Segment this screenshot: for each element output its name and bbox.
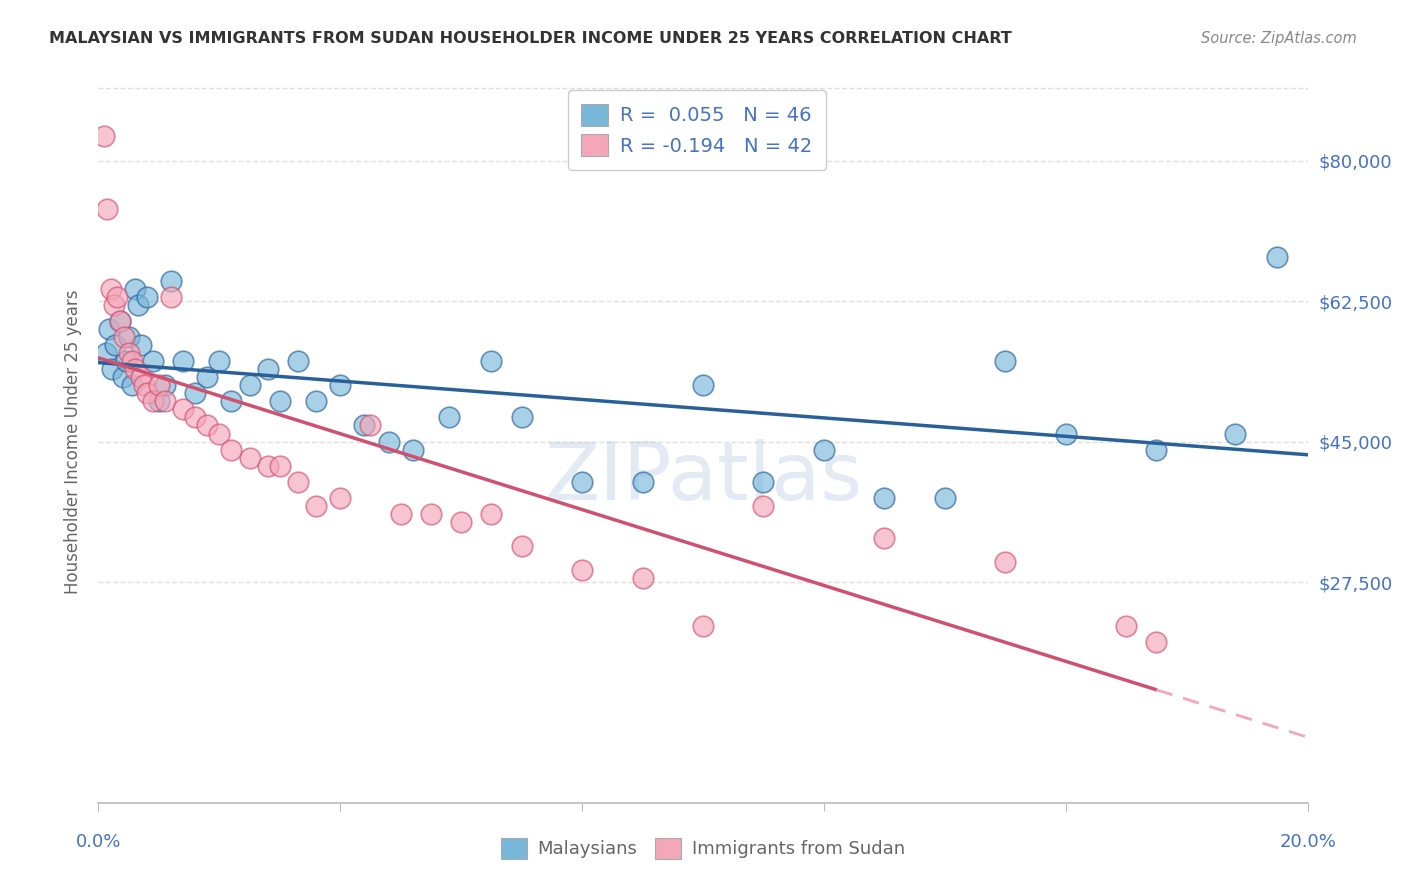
Point (142, 394, 165, 409)
Point (752, 499, 775, 513)
Point (692, 378, 714, 392)
Point (100, 282, 122, 296)
Point (160, 290, 183, 304)
Point (124, 362, 146, 376)
Point (208, 354, 231, 368)
Point (208, 426, 231, 441)
Point (873, 491, 896, 505)
Point (450, 515, 472, 529)
Point (148, 378, 170, 392)
Point (1144, 635, 1167, 649)
Point (111, 370, 134, 384)
Point (221, 394, 243, 409)
Point (135, 386, 157, 401)
Point (353, 418, 375, 433)
Text: Source: ZipAtlas.com: Source: ZipAtlas.com (1201, 31, 1357, 46)
Point (389, 507, 412, 521)
Point (1054, 426, 1077, 441)
Point (360, 418, 382, 433)
Point (994, 555, 1017, 569)
Point (129, 338, 152, 352)
Point (105, 290, 128, 304)
Point (172, 354, 194, 368)
Point (269, 394, 291, 409)
Point (631, 571, 654, 585)
Point (94, 346, 117, 360)
Point (148, 394, 170, 409)
Point (631, 475, 654, 489)
Point (437, 410, 460, 425)
Point (510, 539, 533, 553)
Point (402, 442, 425, 457)
Point (100, 362, 122, 376)
Point (994, 354, 1017, 368)
Point (813, 442, 835, 457)
Point (1115, 619, 1137, 633)
Point (305, 499, 328, 513)
Point (108, 314, 131, 328)
Point (184, 386, 207, 401)
Point (221, 442, 243, 457)
Point (153, 378, 176, 392)
Point (287, 475, 309, 489)
Point (127, 298, 149, 312)
Point (239, 378, 262, 392)
Point (104, 338, 127, 352)
Text: ZIPatlas: ZIPatlas (544, 439, 862, 516)
Point (269, 458, 291, 473)
Point (305, 394, 328, 409)
Point (1144, 442, 1167, 457)
Point (377, 434, 399, 449)
Point (510, 410, 533, 425)
Point (934, 491, 956, 505)
Point (108, 314, 131, 328)
Legend: Malaysians, Immigrants from Sudan: Malaysians, Immigrants from Sudan (494, 830, 912, 866)
Point (1267, 250, 1289, 264)
Point (114, 354, 136, 368)
Point (1223, 426, 1246, 441)
Point (184, 410, 207, 425)
Point (752, 475, 775, 489)
Point (172, 402, 194, 417)
Point (153, 394, 176, 409)
Point (692, 619, 714, 633)
Point (329, 491, 352, 505)
Point (481, 507, 503, 521)
Point (129, 370, 152, 384)
Point (142, 354, 165, 368)
Point (135, 290, 157, 304)
Point (160, 274, 183, 288)
Point (195, 370, 218, 384)
Point (256, 362, 278, 376)
Point (420, 507, 443, 521)
Y-axis label: Householder Income Under 25 years: Householder Income Under 25 years (63, 289, 82, 594)
Point (571, 475, 593, 489)
Point (118, 346, 141, 360)
Point (121, 378, 143, 392)
Point (103, 298, 125, 312)
Text: 20.0%: 20.0% (1279, 833, 1336, 851)
Point (96, 202, 118, 216)
Point (239, 450, 262, 465)
Point (132, 378, 155, 392)
Point (121, 354, 143, 368)
Point (112, 330, 135, 344)
Point (481, 354, 503, 368)
Point (195, 418, 218, 433)
Text: MALAYSIAN VS IMMIGRANTS FROM SUDAN HOUSEHOLDER INCOME UNDER 25 YEARS CORRELATION: MALAYSIAN VS IMMIGRANTS FROM SUDAN HOUSE… (49, 31, 1012, 46)
Point (256, 458, 278, 473)
Point (118, 330, 141, 344)
Point (124, 282, 146, 296)
Point (287, 354, 309, 368)
Point (93, 129, 115, 144)
Point (98, 322, 121, 336)
Text: 0.0%: 0.0% (76, 833, 121, 851)
Point (571, 563, 593, 577)
Point (873, 531, 896, 545)
Point (329, 378, 352, 392)
